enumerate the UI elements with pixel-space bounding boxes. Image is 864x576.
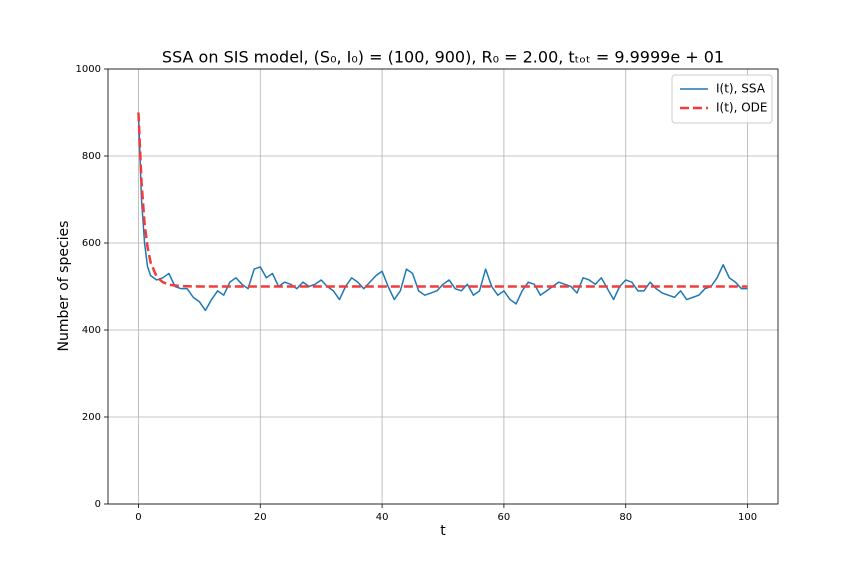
y-tick-label: 1000 [76, 64, 101, 75]
legend: I(t), SSA I(t), ODE [671, 74, 773, 124]
x-tick-label: 100 [738, 512, 757, 523]
x-tick-label: 40 [376, 512, 389, 523]
legend-text: I(t), SSA [716, 82, 766, 96]
y-tick-label: 400 [82, 325, 101, 336]
y-axis-label: Number of species [56, 221, 72, 352]
legend-box [671, 74, 773, 124]
y-tick-label: 200 [82, 412, 101, 423]
x-tick-label: 80 [619, 512, 632, 523]
y-tick-label: 800 [82, 151, 101, 162]
y-tick-label: 0 [95, 499, 101, 510]
plot-frame [107, 68, 779, 505]
data-line [137, 112, 748, 288]
y-tick-label: 600 [82, 238, 101, 249]
x-tick-label: 0 [135, 512, 141, 523]
data-line [137, 112, 748, 312]
x-axis-label: t [440, 523, 446, 539]
x-tick-label: 20 [254, 512, 267, 523]
chart-title: SSA on SIS model, (S₀, I₀) = (100, 900),… [162, 48, 724, 67]
x-tick-label: 60 [498, 512, 511, 523]
legend-text: I(t), ODE [716, 101, 768, 115]
